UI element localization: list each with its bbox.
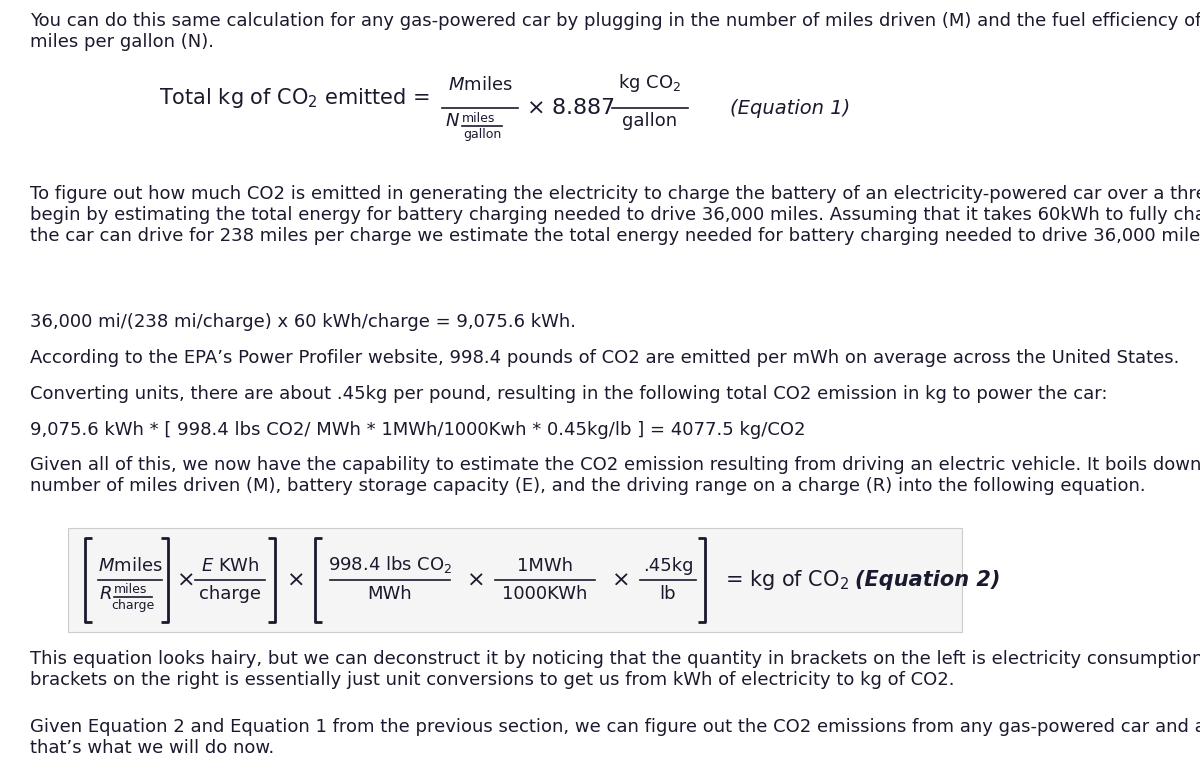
Text: miles: miles — [462, 112, 496, 125]
Text: To figure out how much CO2 is emitted in generating the electricity to charge th: To figure out how much CO2 is emitted in… — [30, 185, 1200, 244]
Text: $\mathit{R}$: $\mathit{R}$ — [100, 585, 112, 603]
Text: Given Equation 2 and Equation 1 from the previous section, we can figure out the: Given Equation 2 and Equation 1 from the… — [30, 718, 1200, 757]
Text: charge: charge — [112, 599, 155, 612]
Text: $\times$ 8.887: $\times$ 8.887 — [526, 98, 614, 118]
Text: $\times$: $\times$ — [286, 570, 304, 590]
Text: Given all of this, we now have the capability to estimate the CO2 emission resul: Given all of this, we now have the capab… — [30, 456, 1200, 495]
Text: You can do this same calculation for any gas-powered car by plugging in the numb: You can do this same calculation for any… — [30, 12, 1200, 51]
Text: MWh: MWh — [367, 585, 413, 603]
Text: $\mathit{N}$: $\mathit{N}$ — [445, 112, 460, 130]
Text: $\times$: $\times$ — [611, 570, 629, 590]
Text: gallon: gallon — [623, 112, 678, 130]
Text: .45kg: .45kg — [643, 557, 694, 575]
Text: 1000KWh: 1000KWh — [503, 585, 588, 603]
Text: gallon: gallon — [463, 128, 502, 141]
Text: $\mathit{M}$miles: $\mathit{M}$miles — [97, 557, 162, 575]
Text: charge: charge — [199, 585, 262, 603]
Text: kg CO$_2$: kg CO$_2$ — [618, 72, 682, 94]
Text: 9,075.6 kWh * [ 998.4 lbs CO2/ MWh * 1MWh/1000Kwh * 0.45kg/lb ] = 4077.5 kg/CO2: 9,075.6 kWh * [ 998.4 lbs CO2/ MWh * 1MW… — [30, 421, 805, 439]
Text: $\mathit{E}$ KWh: $\mathit{E}$ KWh — [200, 557, 259, 575]
Text: lb: lb — [660, 585, 677, 603]
Text: This equation looks hairy, but we can deconstruct it by noticing that the quanti: This equation looks hairy, but we can de… — [30, 650, 1200, 689]
Text: = kg of CO$_2$: = kg of CO$_2$ — [725, 568, 848, 592]
Text: 1MWh: 1MWh — [517, 557, 574, 575]
Text: miles: miles — [114, 583, 148, 596]
Text: $\mathit{M}$miles: $\mathit{M}$miles — [448, 76, 512, 94]
Text: $\times$: $\times$ — [176, 570, 194, 590]
Text: (Equation 1): (Equation 1) — [730, 99, 851, 117]
Text: Converting units, there are about .45kg per pound, resulting in the following to: Converting units, there are about .45kg … — [30, 385, 1108, 403]
Text: 36,000 mi/(238 mi/charge) x 60 kWh/charge = 9,075.6 kWh.: 36,000 mi/(238 mi/charge) x 60 kWh/charg… — [30, 313, 576, 331]
Text: 998.4 lbs CO$_2$: 998.4 lbs CO$_2$ — [328, 554, 452, 575]
Text: Total kg of CO$_2$ emitted =: Total kg of CO$_2$ emitted = — [160, 86, 430, 110]
Text: According to the EPA’s Power Profiler website, 998.4 pounds of CO2 are emitted p: According to the EPA’s Power Profiler we… — [30, 349, 1180, 367]
FancyBboxPatch shape — [68, 528, 962, 632]
Text: (Equation 2): (Equation 2) — [854, 570, 1001, 590]
Text: $\times$: $\times$ — [466, 570, 484, 590]
